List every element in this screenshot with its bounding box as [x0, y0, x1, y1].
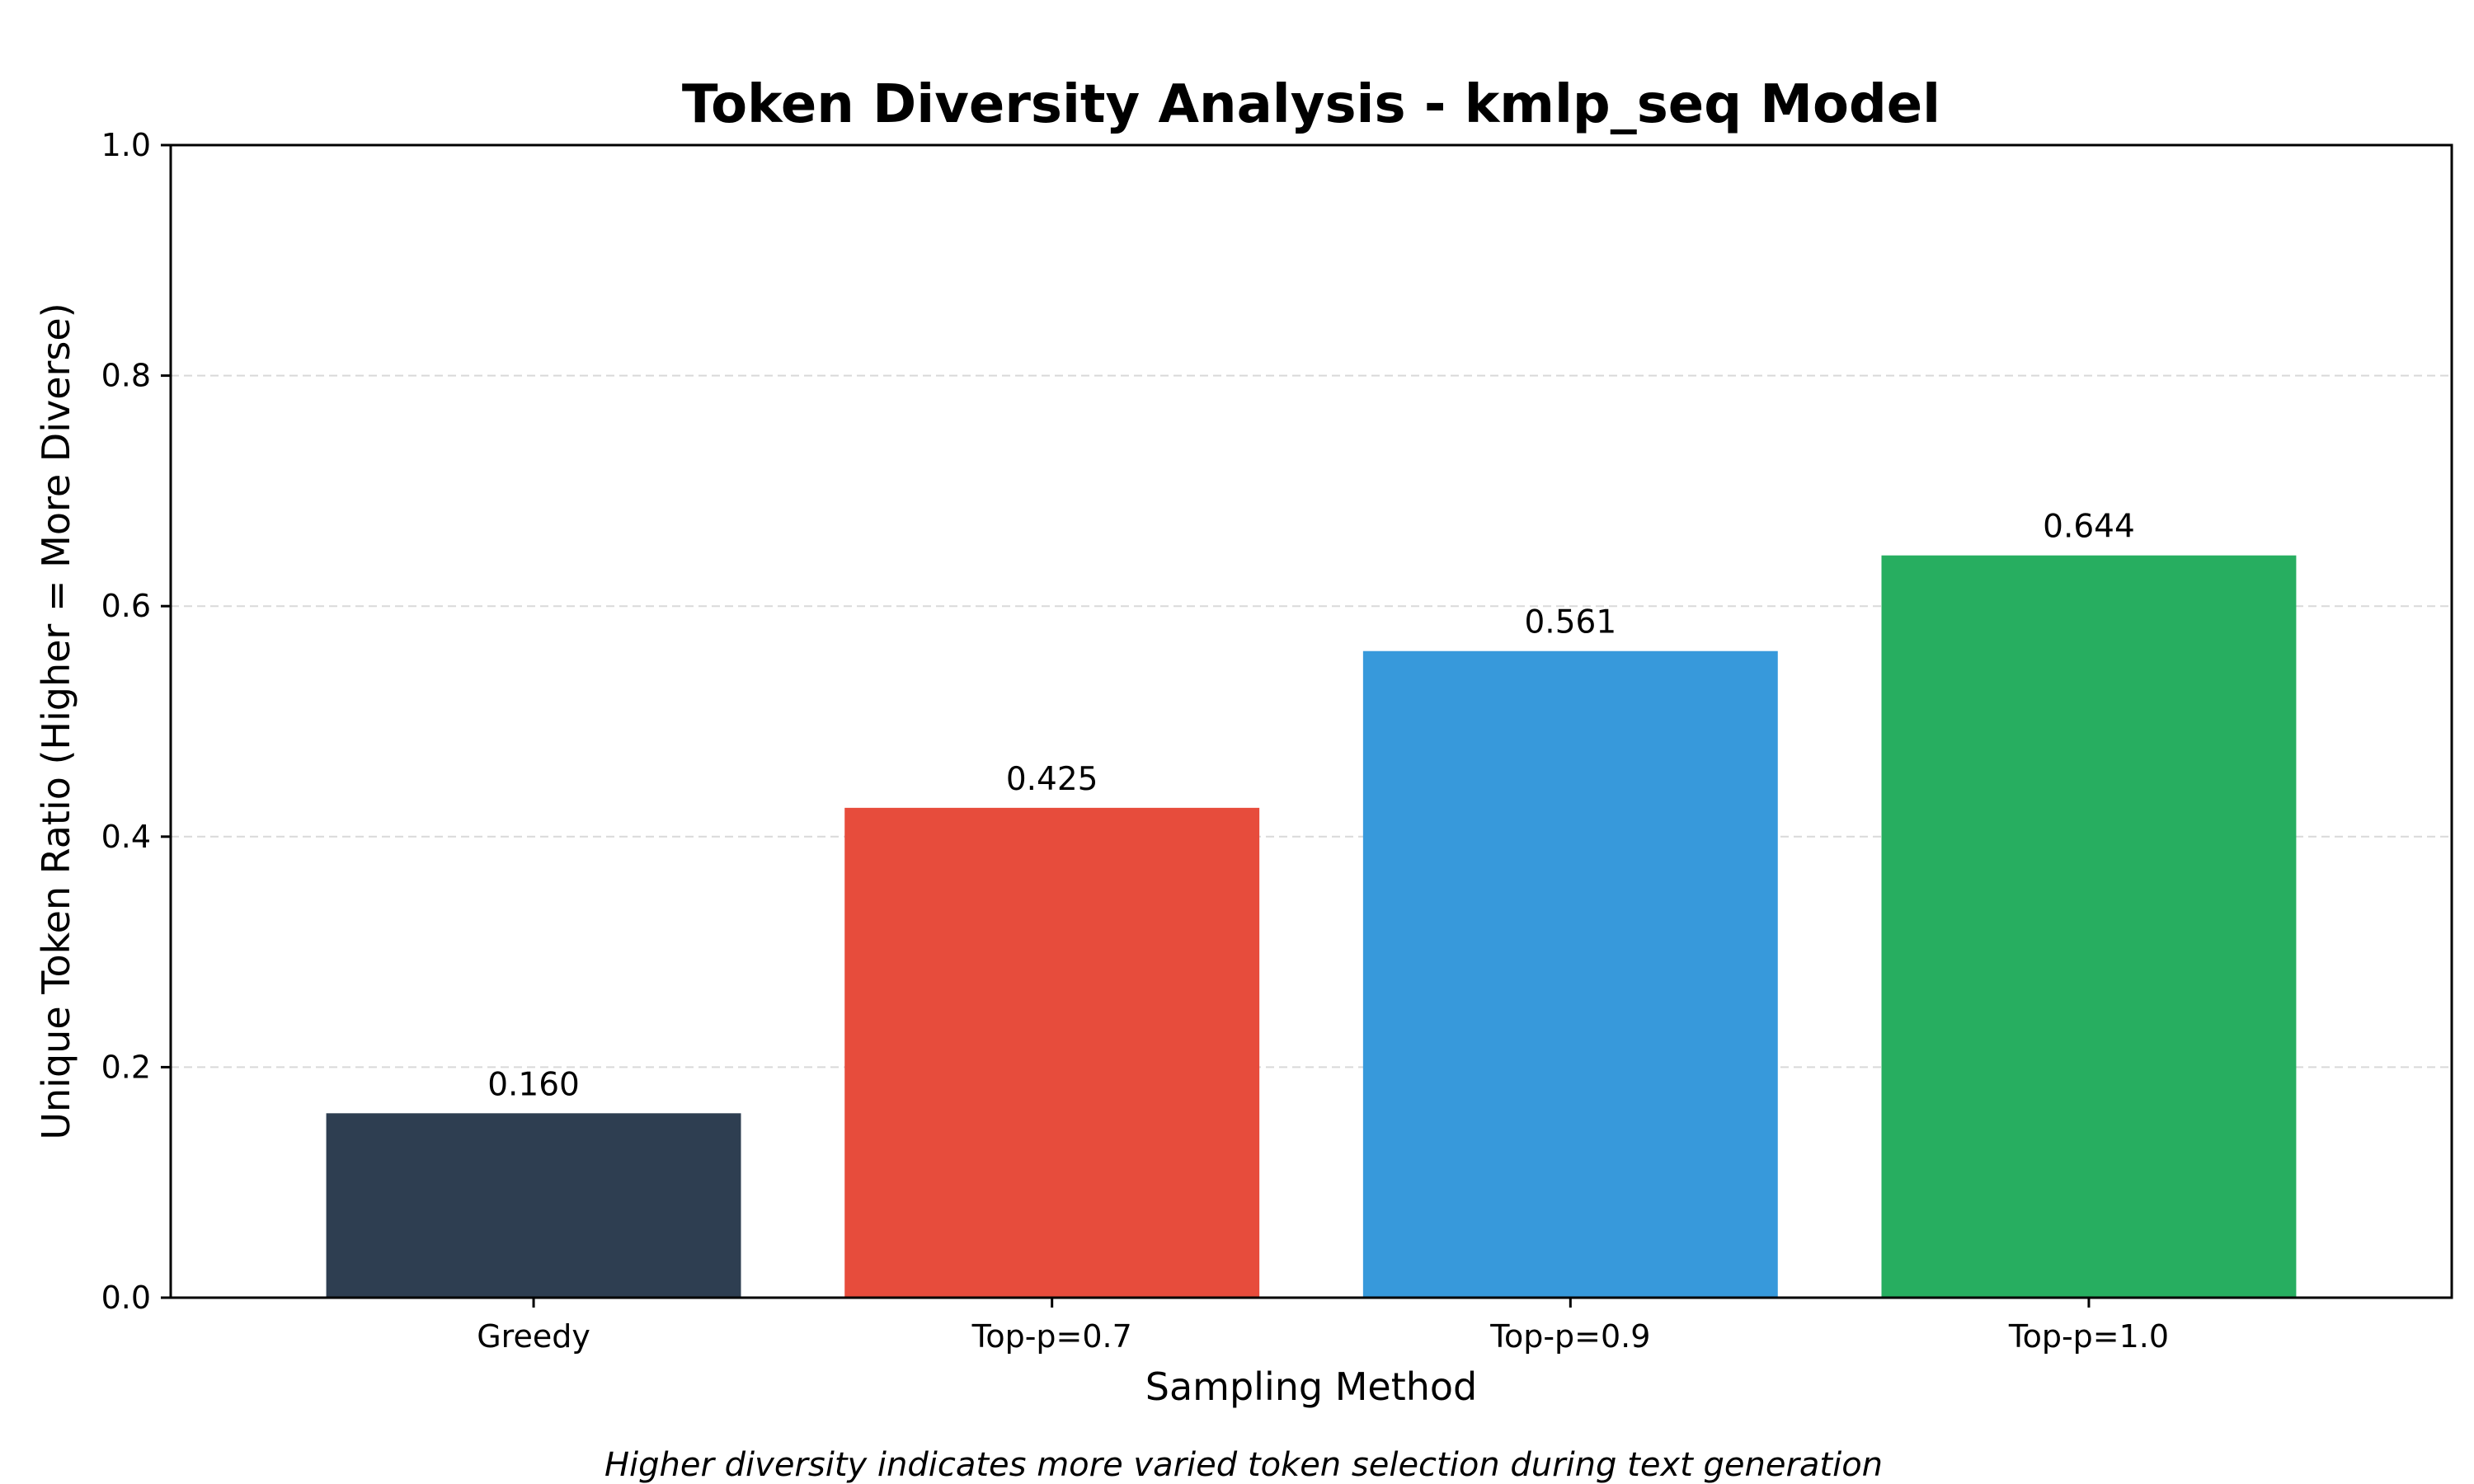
y-tick-label: 0.8	[101, 358, 151, 394]
chart-title: Token Diversity Analysis - kmlp_seq Mode…	[682, 74, 1940, 135]
data-label: 0.425	[1006, 761, 1098, 798]
y-tick-label: 0.2	[101, 1049, 151, 1085]
x-tick-label: Top-p=0.7	[971, 1318, 1132, 1355]
bar	[844, 807, 1260, 1298]
y-tick-label: 1.0	[101, 127, 151, 163]
bar	[1362, 650, 1778, 1298]
x-tick-label: Top-p=1.0	[2008, 1318, 2169, 1355]
bars	[326, 555, 2297, 1298]
chart-caption: Higher diversity indicates more varied t…	[604, 1446, 1883, 1484]
y-tick-label: 0.6	[101, 588, 151, 624]
y-tick-label: 0.0	[101, 1280, 151, 1316]
data-label: 0.160	[487, 1066, 580, 1103]
data-labels: 0.160 0.425 0.561 0.644	[487, 509, 2135, 1104]
x-axis-label: Sampling Method	[1145, 1364, 1477, 1409]
y-axis-ticks: 0.0 0.2 0.4 0.6 0.8 1.0	[101, 127, 171, 1316]
data-label: 0.644	[2043, 509, 2135, 546]
data-label: 0.561	[1524, 604, 1616, 641]
x-tick-label: Top-p=0.9	[1489, 1318, 1650, 1355]
bar	[1881, 555, 2297, 1298]
y-tick-label: 0.4	[101, 819, 151, 855]
y-axis-label: Unique Token Ratio (Higher = More Divers…	[34, 303, 78, 1139]
x-axis-ticks: Greedy Top-p=0.7 Top-p=0.9 Top-p=1.0	[477, 1298, 2169, 1355]
x-tick-label: Greedy	[477, 1318, 590, 1355]
plot-frame	[169, 143, 2453, 1299]
bar	[326, 1113, 741, 1298]
